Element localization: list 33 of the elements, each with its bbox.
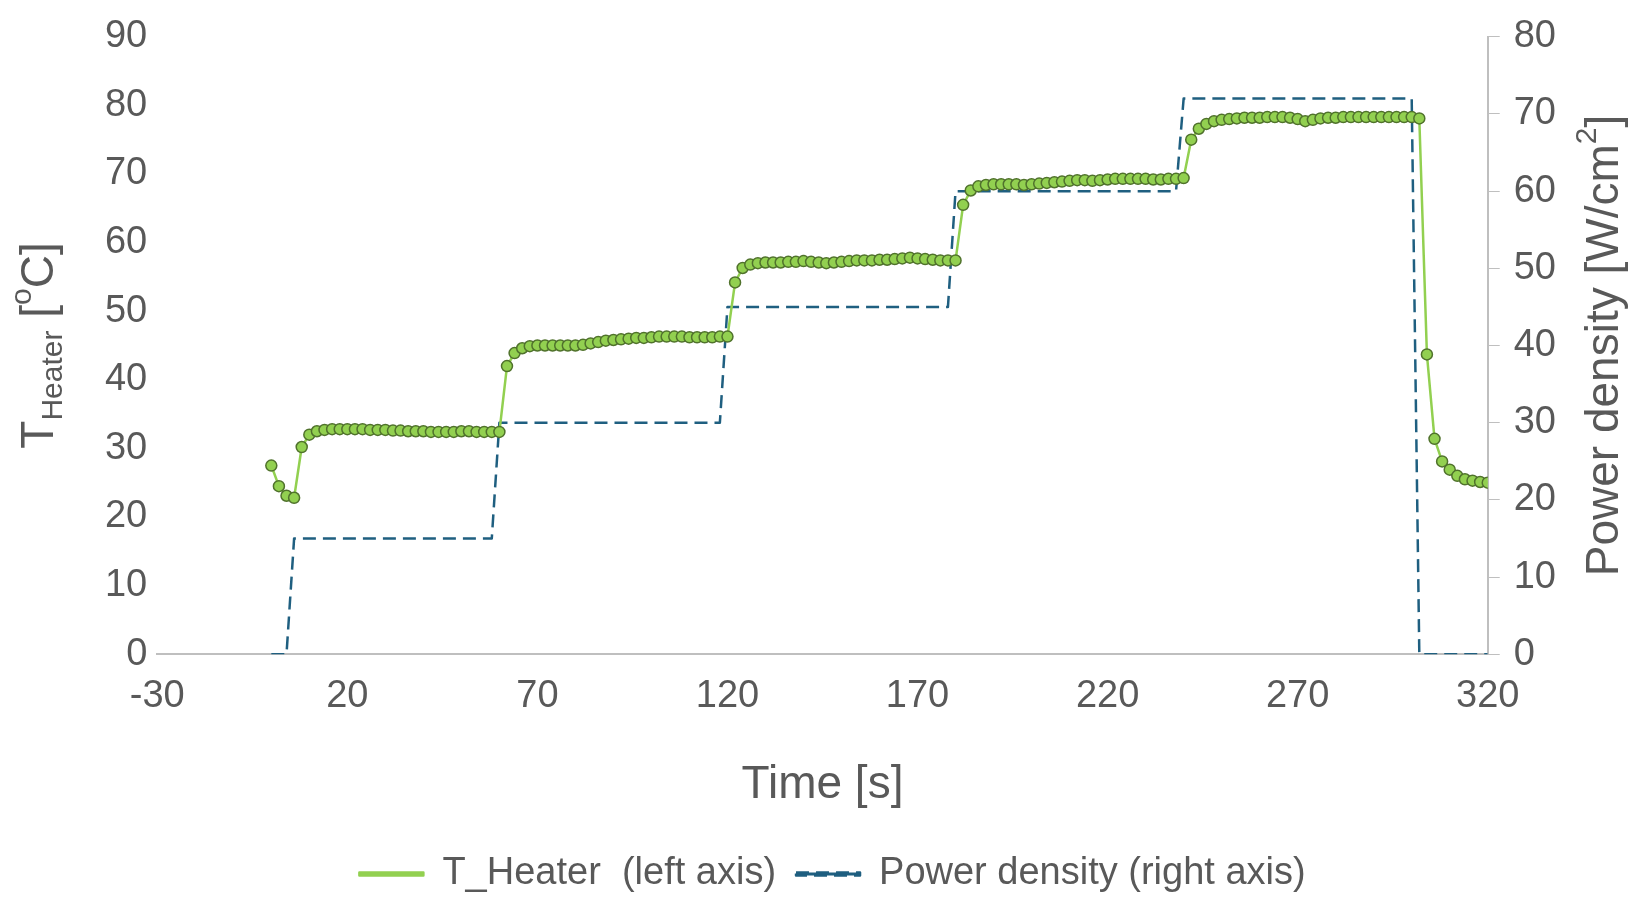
x-tick-label: 70: [516, 673, 559, 716]
y-tick-label: 70: [104, 150, 148, 193]
y2-axis-title: Power density [W/cm2]: [1568, 114, 1628, 577]
y-tick-label: 30: [104, 424, 148, 467]
x-tick-label: 220: [1075, 673, 1140, 716]
x-tick-label: 170: [885, 673, 950, 716]
y2-tick-label: 20: [1513, 476, 1557, 519]
y-tick-label: 60: [104, 219, 148, 262]
y2-tick-label: 60: [1513, 167, 1557, 210]
legend-label: T_Heater (left axis): [442, 850, 777, 893]
line-series: [270, 97, 1488, 655]
y-axis-title: THeater [oC]: [3, 242, 69, 449]
y2-tick-label: 80: [1513, 13, 1557, 56]
y2-tick-label: 40: [1513, 321, 1557, 364]
y-tick-label: 40: [104, 356, 148, 399]
y2-tick-label: 50: [1513, 244, 1557, 287]
y-tick-label: 0: [126, 630, 148, 673]
y2-tick-label: 0: [1513, 630, 1535, 673]
legend-label: Power density (right axis): [879, 850, 1306, 893]
x-axis-title: Time [s]: [741, 756, 904, 809]
y-tick-label: 10: [104, 562, 148, 605]
x-tick-label: 270: [1265, 673, 1330, 716]
y2-tick-label: 10: [1513, 553, 1557, 596]
x-tick-label: 20: [326, 673, 369, 716]
x-tick-label: 120: [695, 673, 760, 716]
x-tick-label: -30: [129, 673, 185, 716]
y2-tick-label: 30: [1513, 399, 1557, 442]
y-tick-label: 50: [104, 287, 148, 330]
y-tick-label: 80: [104, 81, 148, 124]
x-tick-label: 320: [1456, 673, 1520, 716]
y2-tick-label: 70: [1513, 90, 1557, 133]
y-tick-label: 20: [104, 493, 148, 536]
y-tick-label: 90: [104, 13, 148, 56]
